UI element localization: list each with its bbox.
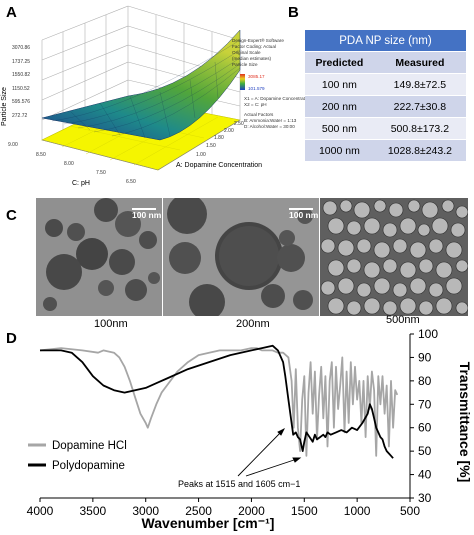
legend-dopamine-hcl: Dopamine HCl <box>52 440 127 452</box>
table-row: 500 nm 500.8±173.2 <box>305 117 466 140</box>
legend-high-value: 3085.17 <box>248 74 265 79</box>
color-legend-bar <box>240 74 245 90</box>
tem-image-100nm: 100 nm <box>36 198 162 316</box>
caption-500nm: 500nm <box>386 314 420 326</box>
legend-low-value: 101.579 <box>248 86 265 91</box>
surface-mesh <box>51 39 241 139</box>
factor-legend: X1 = A: Dopamine Concentration X2 = C: p… <box>244 96 312 107</box>
peaks-annotation: Peaks at 1515 and 1605 cm−1 <box>178 479 300 489</box>
x-tick-label: 1000 <box>344 504 371 518</box>
y-axis-label: A: Dopamine Concentration <box>176 162 262 169</box>
z-axis-label: Particle Size <box>1 87 8 126</box>
y-tick-label: 80 <box>418 374 432 388</box>
actual-factors-legend: Actual Factors B: Ammonia:Water = 1:13 D… <box>244 112 297 129</box>
y-tick-label: 90 <box>418 350 432 364</box>
ftir-axes <box>40 334 411 499</box>
sem-image-500nm <box>320 198 468 316</box>
size-table: PDA NP size (nm) Predicted Measured 100 … <box>305 30 466 162</box>
x-tick-label: 2500 <box>185 504 212 518</box>
y-tick-4: 2.00 <box>224 128 234 134</box>
scale-bar-1 <box>132 208 156 210</box>
panel-label-c: C <box>6 207 17 224</box>
header-measured: Measured <box>373 51 466 74</box>
x-tick-label: 3500 <box>80 504 107 518</box>
design-expert-legend: Design-Expert® Software Factor Coding: A… <box>232 38 284 67</box>
sem-particles <box>320 198 468 316</box>
response-surface-plot <box>41 5 245 171</box>
y-tick-label: 30 <box>418 491 432 505</box>
header-predicted: Predicted <box>305 51 374 74</box>
y-tick-1: 1.00 <box>196 152 206 158</box>
annotation-arrows <box>237 427 302 477</box>
y-tick-label: 50 <box>418 444 432 458</box>
y-axis-title: Transmittance [%] <box>457 362 473 483</box>
tem-particles-2 <box>163 198 319 316</box>
x-tick-2: 8.50 <box>36 152 46 158</box>
y-tick-label: 70 <box>418 397 432 411</box>
panel-label-d: D <box>6 330 17 347</box>
x-tick-label: 3000 <box>132 504 159 518</box>
y-tick-2: 1.50 <box>206 143 216 149</box>
x-tick-4: 7.50 <box>96 170 106 176</box>
scale-bar-2 <box>289 208 313 210</box>
y-tick-3: 1.80 <box>214 135 224 141</box>
panel-label-a: A <box>6 4 17 21</box>
tem-image-200nm: 100 nm <box>163 198 319 316</box>
x-tick-label: 2000 <box>238 504 265 518</box>
x-tick-5: 6.50 <box>126 179 136 185</box>
y-tick-5: 2.50 <box>234 121 244 127</box>
series-polydopamine-line <box>40 344 394 459</box>
tem-particles-1 <box>36 198 162 316</box>
x-tick-label: 4000 <box>27 504 54 518</box>
x-tick-label: 1500 <box>291 504 318 518</box>
scale-label-1: 100 nm <box>132 210 162 220</box>
series-dopamine-hcl-line <box>39 347 399 457</box>
x-tick-3: 8.00 <box>64 161 74 167</box>
caption-200nm: 200nm <box>236 318 270 330</box>
table-row: 100 nm 149.8±72.5 <box>305 73 466 96</box>
x-axis-title: Wavenumber [cm⁻¹] <box>142 515 275 531</box>
y-tick-label: 100 <box>418 327 438 341</box>
x-tick-1: 9.00 <box>8 142 18 148</box>
response-surface <box>41 29 241 141</box>
panel-label-b: B <box>288 4 299 21</box>
table-row: 1000 nm 1028.8±243.2 <box>305 139 466 162</box>
ftir-lines <box>39 344 399 459</box>
y-tick-label: 60 <box>418 421 432 435</box>
z-axis-ticks: 3070.86 1737.25 1550.82 1150.52 595.576 … <box>12 45 31 119</box>
x-tick-label: 500 <box>400 504 420 518</box>
y-tick-label: 40 <box>418 468 432 482</box>
table-title: PDA NP size (nm) <box>305 30 466 52</box>
caption-100nm: 100nm <box>94 318 128 330</box>
x-axis-label: C: pH <box>72 180 90 187</box>
table-row: 200 nm 222.7±30.8 <box>305 95 466 118</box>
scale-label-2: 100 nm <box>289 210 319 220</box>
legend-polydopamine: Polydopamine <box>52 460 125 472</box>
